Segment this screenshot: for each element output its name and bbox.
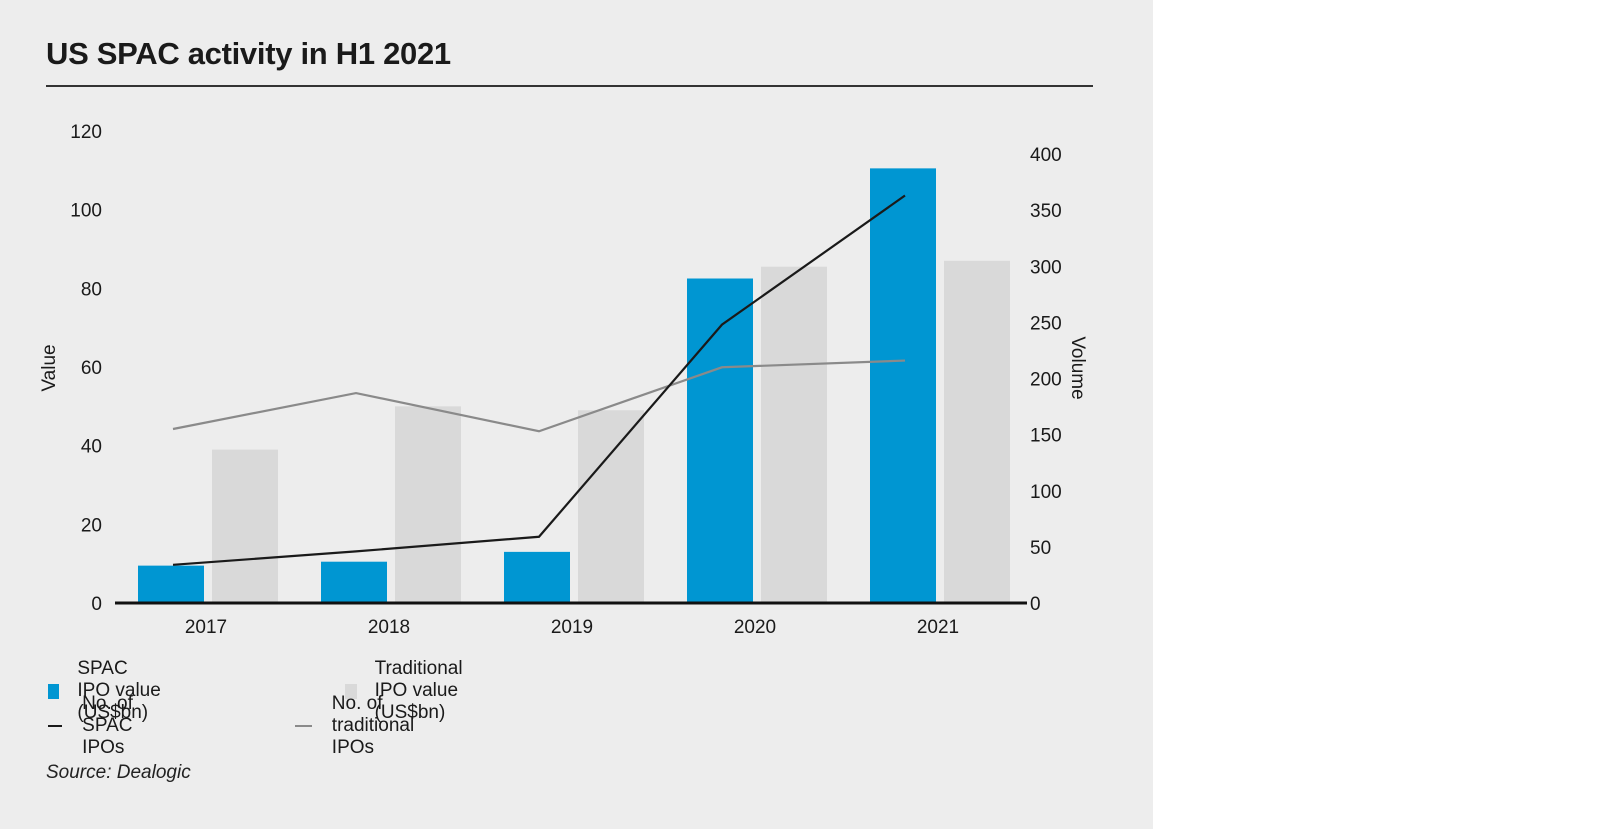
right-tick-label: 250: [1030, 313, 1062, 334]
spac-value-bar: [504, 551, 570, 603]
right-tick-label: 100: [1030, 482, 1062, 503]
traditional-value-bar: [578, 410, 644, 603]
x-axis-ticks: 2017 2018 2019 2020 2021: [185, 617, 959, 638]
legend-item-spac-value: SPAC IPO value (US$bn): [48, 658, 165, 724]
x-tick-label: 2018: [368, 617, 410, 638]
x-tick-label: 2021: [917, 617, 959, 638]
title-divider: [46, 85, 1093, 87]
left-tick-label: 20: [81, 515, 102, 536]
left-tick-label: 40: [81, 437, 102, 458]
traditional-value-bar: [944, 260, 1010, 603]
chart-panel: US SPAC activity in H1 2021 0 20 40 60 80 100…: [0, 0, 1153, 829]
x-tick-label: 2020: [734, 617, 776, 638]
bar-series: [138, 168, 1010, 603]
line-series: [172, 194, 906, 566]
left-tick-label: 120: [70, 122, 102, 143]
legend-item-trad-value: Traditional IPO value (US$bn): [345, 658, 479, 724]
right-tick-label: 350: [1030, 201, 1062, 222]
legend-swatch-spac-count: [48, 725, 63, 727]
legend-swatch-trad-count: [295, 725, 312, 727]
right-tick-label: 50: [1030, 538, 1051, 559]
spac-value-bar: [321, 561, 387, 603]
left-tick-label: 80: [81, 279, 102, 300]
right-axis-label: Volume: [1067, 336, 1088, 399]
spac-count-line: [172, 194, 906, 566]
chart-canvas: 0 20 40 60 80 100 120 0 50 100 150 200 250 300 350 400…: [39, 122, 1088, 638]
traditional-count-line: [172, 359, 906, 433]
spac-value-bar: [687, 278, 753, 603]
spac-value-bar: [870, 168, 936, 603]
right-tick-label: 200: [1030, 370, 1062, 391]
traditional-value-bar: [212, 449, 278, 603]
legend-item-spac-count: No. of SPAC IPOs: [48, 693, 150, 759]
left-tick-label: 100: [70, 201, 102, 222]
traditional-value-bar: [761, 266, 827, 603]
left-axis-label: Value: [39, 344, 60, 391]
legend-item-trad-count: No. of traditional IPOs: [295, 693, 429, 759]
x-tick-label: 2019: [551, 617, 593, 638]
spac-value-bar: [138, 565, 204, 603]
right-tick-label: 400: [1030, 145, 1062, 166]
legend-label: SPAC IPO value (US$bn): [77, 658, 161, 723]
traditional-value-bar: [395, 406, 461, 603]
source-note: Source: Dealogic: [46, 762, 191, 783]
legend-label: No. of traditional IPOs: [331, 693, 415, 758]
legend-swatch-spac-value: [48, 683, 60, 699]
right-tick-label: 150: [1030, 426, 1062, 447]
x-tick-label: 2017: [185, 617, 227, 638]
chart-title: US SPAC activity in H1 2021: [46, 36, 451, 71]
legend-label: Traditional IPO value (US$bn): [374, 658, 463, 723]
left-tick-label: 0: [91, 594, 102, 615]
legend-swatch-trad-value: [345, 683, 357, 699]
legend-label: No. of SPAC IPOs: [82, 693, 133, 758]
left-tick-label: 60: [81, 358, 102, 379]
left-axis-ticks: 0 20 40 60 80 100 120: [70, 122, 102, 615]
right-tick-label: 300: [1030, 257, 1062, 278]
right-axis-ticks: 0 50 100 150 200 250 300 350 400: [1030, 145, 1062, 615]
right-tick-label: 0: [1030, 594, 1041, 615]
